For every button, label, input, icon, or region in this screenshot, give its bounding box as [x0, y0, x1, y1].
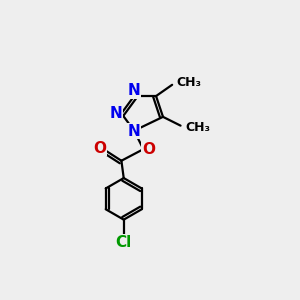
Text: CH₃: CH₃: [177, 76, 202, 89]
Text: CH₃: CH₃: [185, 122, 210, 134]
Text: N: N: [128, 124, 140, 139]
Text: N: N: [110, 106, 123, 121]
Text: O: O: [94, 140, 107, 155]
Text: Cl: Cl: [116, 235, 132, 250]
Text: O: O: [142, 142, 155, 157]
Text: N: N: [128, 83, 140, 98]
